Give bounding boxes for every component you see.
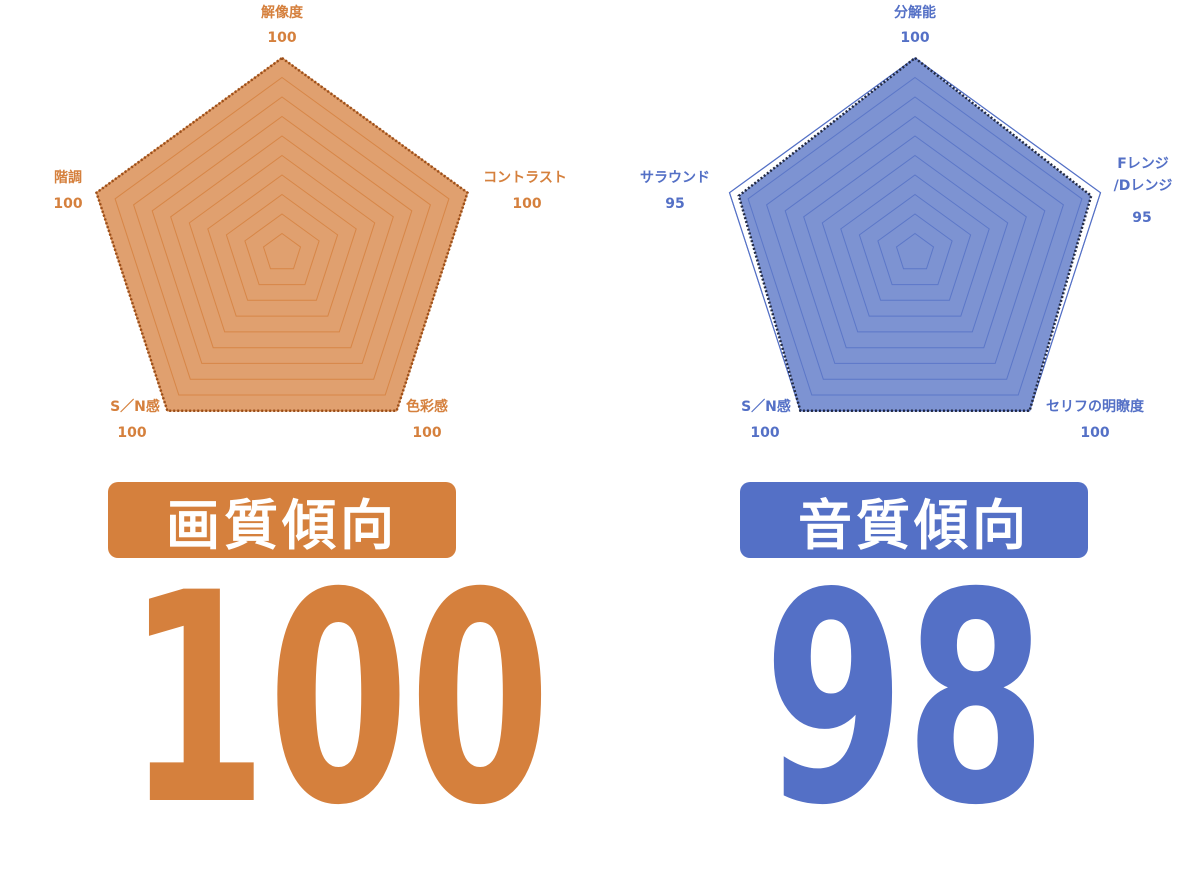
radar-axis-label: 階調: [54, 169, 82, 186]
radar-data-outline: [95, 56, 469, 413]
radar-axis-label: S／N感: [741, 398, 791, 415]
radar-axis-label: S／N感: [110, 398, 160, 415]
radar-grid-ring: [151, 115, 413, 364]
radar-data-area: [738, 58, 1092, 411]
radar-grid-ring: [262, 232, 302, 270]
picture-quality-score: 100: [126, 532, 551, 869]
picture-quality-badge: 画質傾向: [108, 482, 456, 558]
sound-quality-badge: 音質傾向: [740, 482, 1088, 558]
radar-grid-ring: [114, 76, 450, 396]
radar-grid-ring: [821, 154, 1009, 333]
radar-grid-ring: [895, 232, 935, 270]
radar-grid-ring: [747, 76, 1083, 396]
radar-grid-ring: [207, 174, 357, 317]
radar-data-outline: [737, 56, 1093, 413]
radar-grid-ring: [766, 96, 1064, 380]
radar-grid-ring: [225, 193, 339, 301]
radar-grid-ring: [133, 96, 431, 380]
radar-axis-label: 色彩感: [406, 398, 448, 415]
radar-value-label: 100: [512, 196, 541, 212]
radar-grid-ring: [170, 135, 394, 349]
radar-value-label: 100: [117, 425, 146, 441]
radar-axis-label: 解像度: [261, 4, 304, 21]
radar-value-label: 100: [1080, 425, 1109, 441]
radar-data-area: [96, 58, 468, 411]
radar-charts: 解像度 100 コントラスト 100 色彩感 100 S／N感 100 階調 100 分解能 100 F…: [53, 4, 1173, 441]
radar-axis-label: 分解能: [894, 4, 936, 21]
radar-value-label: 95: [1132, 210, 1151, 226]
sound-quality-score: 98: [763, 532, 1047, 869]
radar-axis-label: Fレンジ/Dレンジ: [1114, 156, 1173, 194]
radar-value-label: 100: [750, 425, 779, 441]
radar-value-label: 100: [900, 30, 929, 46]
radar-grid-ring: [858, 193, 972, 301]
radar-grid-ring: [784, 115, 1046, 364]
radar-axis-label: コントラスト: [483, 170, 567, 186]
radar-value-label: 95: [665, 196, 684, 212]
radar-value-label: 100: [412, 425, 441, 441]
radar-grid-ring: [877, 213, 953, 286]
radar-grid-ring: [840, 174, 990, 317]
radar-grid-ring: [803, 135, 1027, 349]
radar-grid-ring: [188, 154, 376, 333]
radar-value-label: 100: [53, 196, 82, 212]
radar-axis-label: サラウンド: [640, 170, 710, 186]
radar-value-label: 100: [267, 30, 296, 46]
radar-grid-ring: [244, 213, 320, 286]
radar-axis-label: セリフの明瞭度: [1046, 398, 1145, 415]
